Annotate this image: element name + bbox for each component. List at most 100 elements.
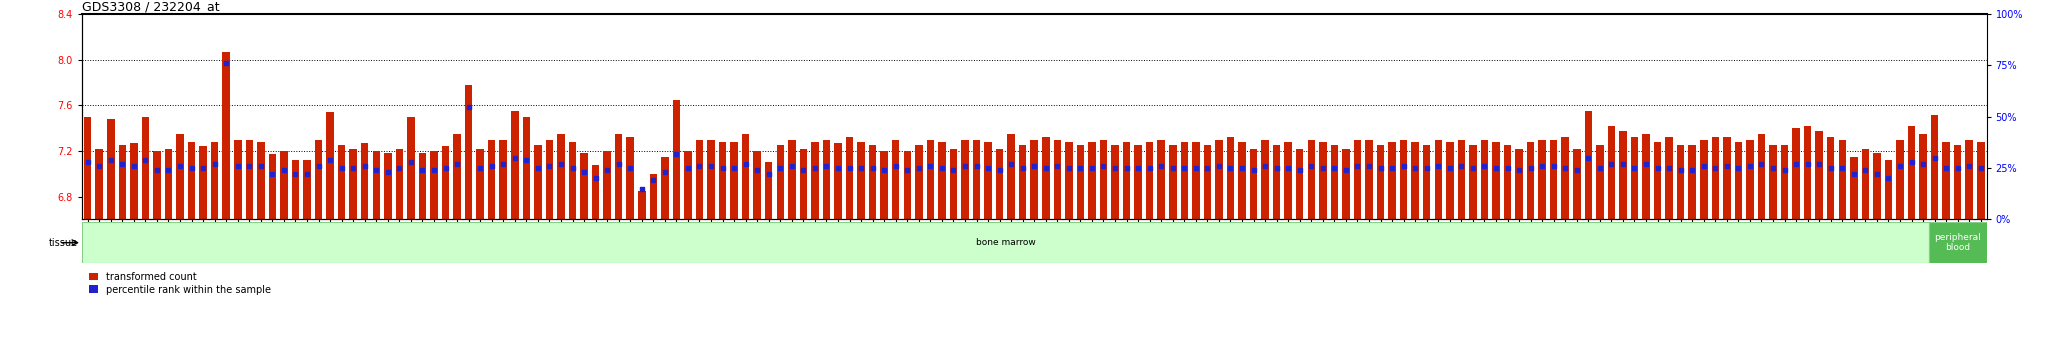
Bar bbox=[1655, 142, 1661, 219]
Point bbox=[1386, 163, 1419, 169]
Bar bbox=[164, 149, 172, 219]
Bar bbox=[1112, 145, 1118, 219]
Bar bbox=[881, 151, 889, 219]
Point bbox=[567, 170, 600, 175]
Bar bbox=[1411, 142, 1419, 219]
Point bbox=[1538, 163, 1571, 169]
Bar bbox=[545, 139, 553, 219]
Bar bbox=[696, 139, 702, 219]
Point bbox=[406, 167, 438, 173]
Bar bbox=[1458, 139, 1464, 219]
Text: peripheral
blood: peripheral blood bbox=[1933, 233, 1980, 252]
Point bbox=[1399, 165, 1432, 171]
Point bbox=[1653, 165, 1686, 171]
Bar bbox=[776, 145, 784, 219]
Point bbox=[94, 157, 127, 163]
Bar bbox=[1192, 142, 1200, 219]
Bar bbox=[1954, 145, 1962, 219]
Bar bbox=[1065, 142, 1073, 219]
Bar bbox=[233, 139, 242, 219]
Point bbox=[1214, 165, 1247, 171]
Point bbox=[418, 167, 451, 173]
Bar bbox=[1642, 134, 1651, 219]
Bar bbox=[1262, 139, 1270, 219]
Point bbox=[176, 165, 209, 171]
Point bbox=[1133, 165, 1165, 171]
Bar bbox=[408, 117, 414, 219]
Point bbox=[395, 159, 428, 165]
Bar bbox=[131, 143, 137, 219]
Point bbox=[1849, 167, 1882, 173]
Bar bbox=[1815, 131, 1823, 219]
Bar bbox=[766, 162, 772, 219]
Point bbox=[1722, 165, 1755, 171]
Bar bbox=[442, 147, 449, 219]
Bar bbox=[1481, 139, 1489, 219]
Bar bbox=[649, 174, 657, 219]
Bar bbox=[1839, 139, 1845, 219]
Bar bbox=[1712, 137, 1718, 219]
Bar bbox=[557, 134, 565, 219]
Bar bbox=[141, 117, 150, 219]
Point bbox=[1065, 165, 1098, 171]
Point bbox=[1341, 163, 1374, 169]
Point bbox=[1434, 165, 1466, 171]
Point bbox=[106, 161, 139, 167]
Point bbox=[926, 165, 958, 171]
Bar bbox=[846, 137, 854, 219]
Bar bbox=[662, 157, 668, 219]
Point bbox=[1942, 165, 1974, 171]
Point bbox=[1907, 161, 1939, 167]
Bar bbox=[477, 149, 483, 219]
Point bbox=[326, 165, 358, 171]
Bar bbox=[1516, 149, 1524, 219]
Point bbox=[1468, 163, 1501, 169]
Bar bbox=[1966, 139, 1972, 219]
Bar bbox=[385, 153, 391, 219]
Point bbox=[1456, 165, 1489, 171]
Point bbox=[1053, 165, 1085, 171]
Point bbox=[233, 163, 266, 169]
Point bbox=[1733, 163, 1765, 169]
Point bbox=[129, 157, 162, 163]
Bar bbox=[1620, 131, 1626, 219]
Bar bbox=[973, 139, 981, 219]
Point bbox=[1421, 163, 1454, 169]
Bar bbox=[453, 134, 461, 219]
Point bbox=[498, 155, 530, 161]
Bar bbox=[360, 143, 369, 219]
Bar bbox=[1030, 139, 1038, 219]
Point bbox=[141, 167, 174, 173]
Point bbox=[580, 176, 612, 181]
Point bbox=[1307, 165, 1339, 171]
Bar bbox=[1862, 149, 1870, 219]
Bar bbox=[1942, 142, 1950, 219]
Point bbox=[1745, 161, 1778, 167]
Point bbox=[545, 161, 578, 167]
Bar bbox=[1700, 139, 1708, 219]
Bar bbox=[535, 145, 541, 219]
Point bbox=[1792, 161, 1825, 167]
Bar bbox=[1792, 128, 1800, 219]
Point bbox=[776, 163, 809, 169]
Bar bbox=[119, 145, 127, 219]
Point bbox=[1352, 163, 1384, 169]
Bar bbox=[915, 145, 922, 219]
Bar bbox=[223, 52, 229, 219]
Bar bbox=[1909, 126, 1915, 219]
Text: tissue: tissue bbox=[49, 238, 78, 248]
Point bbox=[1030, 165, 1063, 171]
Bar bbox=[1931, 115, 1937, 219]
Bar bbox=[1595, 145, 1604, 219]
Point bbox=[1329, 167, 1362, 173]
Bar bbox=[741, 134, 750, 219]
Point bbox=[1919, 155, 1952, 161]
Point bbox=[961, 163, 993, 169]
Point bbox=[625, 186, 657, 192]
Point bbox=[1606, 161, 1638, 167]
Bar bbox=[569, 142, 575, 219]
Point bbox=[1595, 161, 1628, 167]
Point bbox=[891, 167, 924, 173]
Point bbox=[440, 161, 473, 167]
Bar bbox=[1677, 145, 1683, 219]
